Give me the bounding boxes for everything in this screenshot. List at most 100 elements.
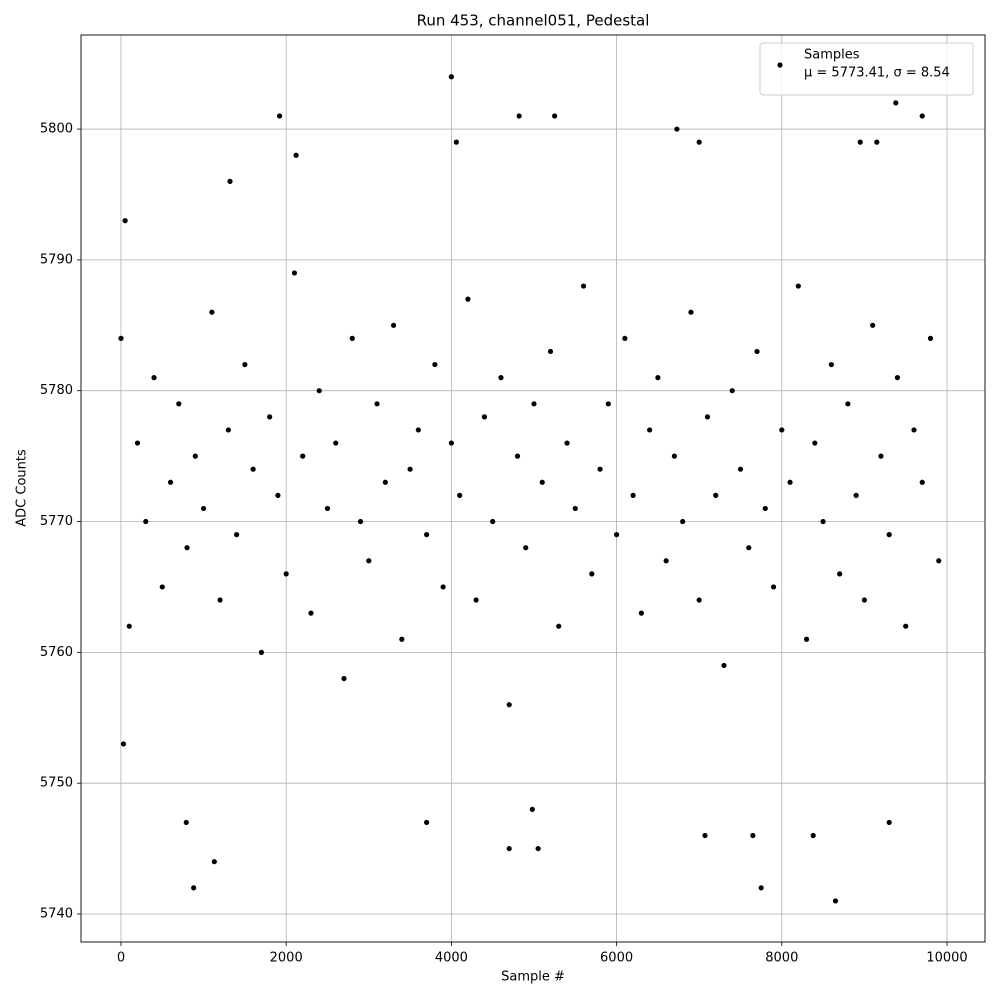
data-point: [861, 597, 868, 603]
data-point: [845, 401, 851, 407]
y-tick-label: 5800: [40, 122, 73, 137]
x-tick-label: 10000: [926, 951, 967, 966]
data-point: [886, 819, 892, 826]
data-point: [118, 335, 124, 341]
y-tick-label: 5760: [40, 645, 73, 660]
y-tick-label: 5770: [40, 514, 73, 529]
data-point: [803, 636, 810, 642]
y-tick-label: 5740: [40, 907, 73, 922]
data-point: [927, 335, 934, 341]
data-point: [349, 335, 355, 341]
data-point: [810, 832, 816, 839]
data-point: [729, 388, 735, 394]
data-point: [122, 218, 128, 224]
data-point: [258, 649, 265, 655]
data-point: [688, 309, 694, 315]
data-point: [390, 322, 397, 328]
x-tick-label: 6000: [600, 951, 633, 966]
data-point: [853, 492, 859, 498]
data-point: [424, 532, 430, 538]
data-point: [622, 335, 628, 341]
data-point: [857, 139, 863, 145]
data-point: [655, 375, 661, 381]
data-point: [613, 532, 620, 538]
x-tick-label: 0: [117, 951, 125, 966]
data-point: [674, 126, 680, 132]
data-point: [713, 492, 719, 498]
legend-label: Samples: [804, 48, 860, 63]
data-point: [893, 100, 899, 106]
y-tick-label: 5750: [40, 776, 73, 791]
data-point: [357, 518, 364, 525]
data-point: [746, 545, 752, 551]
data-point: [448, 440, 454, 446]
data-point: [234, 532, 240, 538]
data-point: [217, 597, 223, 603]
data-point: [120, 741, 127, 747]
data-point: [293, 152, 299, 158]
data-point: [283, 571, 289, 577]
data-point: [758, 885, 764, 891]
legend-box: [759, 42, 974, 96]
data-point: [531, 401, 537, 407]
data-point: [779, 427, 785, 433]
data-point: [787, 479, 793, 485]
data-point: [225, 427, 231, 433]
data-point: [704, 414, 711, 420]
data-point: [291, 270, 298, 276]
data-point: [227, 178, 233, 184]
chart-title: Run 453, channel051, Pedestal: [417, 12, 650, 30]
data-point: [680, 518, 686, 525]
data-point: [316, 388, 322, 394]
data-point: [167, 479, 174, 485]
data-point: [506, 702, 512, 708]
data-point: [151, 375, 157, 381]
data-point: [702, 832, 708, 839]
x-tick-label: 8000: [765, 951, 798, 966]
x-tick-label: 2000: [270, 951, 303, 966]
data-point: [415, 427, 421, 433]
data-point: [828, 361, 834, 368]
plot-frame: [80, 34, 986, 943]
data-point: [211, 859, 217, 865]
data-point: [250, 466, 256, 472]
y-tick-label: 5790: [40, 252, 73, 267]
data-point: [498, 375, 504, 381]
data-point: [919, 479, 925, 485]
data-point: [647, 427, 653, 433]
legend: Samples μ = 5773.41, σ = 8.54: [759, 42, 974, 96]
data-point: [324, 505, 331, 512]
y-axis-label: ADC Counts: [15, 449, 30, 527]
data-point: [516, 113, 522, 119]
data-point: [529, 806, 535, 812]
data-point: [481, 414, 488, 420]
data-point: [911, 427, 917, 433]
data-point: [754, 348, 760, 355]
data-point: [878, 453, 884, 459]
data-point: [308, 610, 314, 616]
data-point: [514, 453, 521, 459]
data-point: [267, 414, 273, 420]
data-point: [440, 584, 446, 590]
data-point: [399, 636, 405, 642]
data-point: [663, 558, 669, 564]
data-point: [820, 518, 826, 525]
data-point: [870, 322, 876, 328]
data-point: [200, 505, 207, 512]
data-point: [341, 675, 347, 682]
data-point: [589, 571, 595, 577]
data-point: [192, 453, 198, 459]
data-point: [547, 348, 554, 355]
data-point: [696, 597, 702, 603]
data-point: [506, 845, 512, 852]
data-point: [159, 584, 165, 590]
data-point: [762, 505, 768, 512]
data-point: [572, 505, 578, 512]
data-point: [903, 623, 909, 629]
data-point: [143, 518, 149, 525]
data-point: [184, 545, 190, 551]
data-point: [812, 440, 818, 446]
data-point: [671, 453, 678, 459]
data-point: [453, 139, 459, 145]
